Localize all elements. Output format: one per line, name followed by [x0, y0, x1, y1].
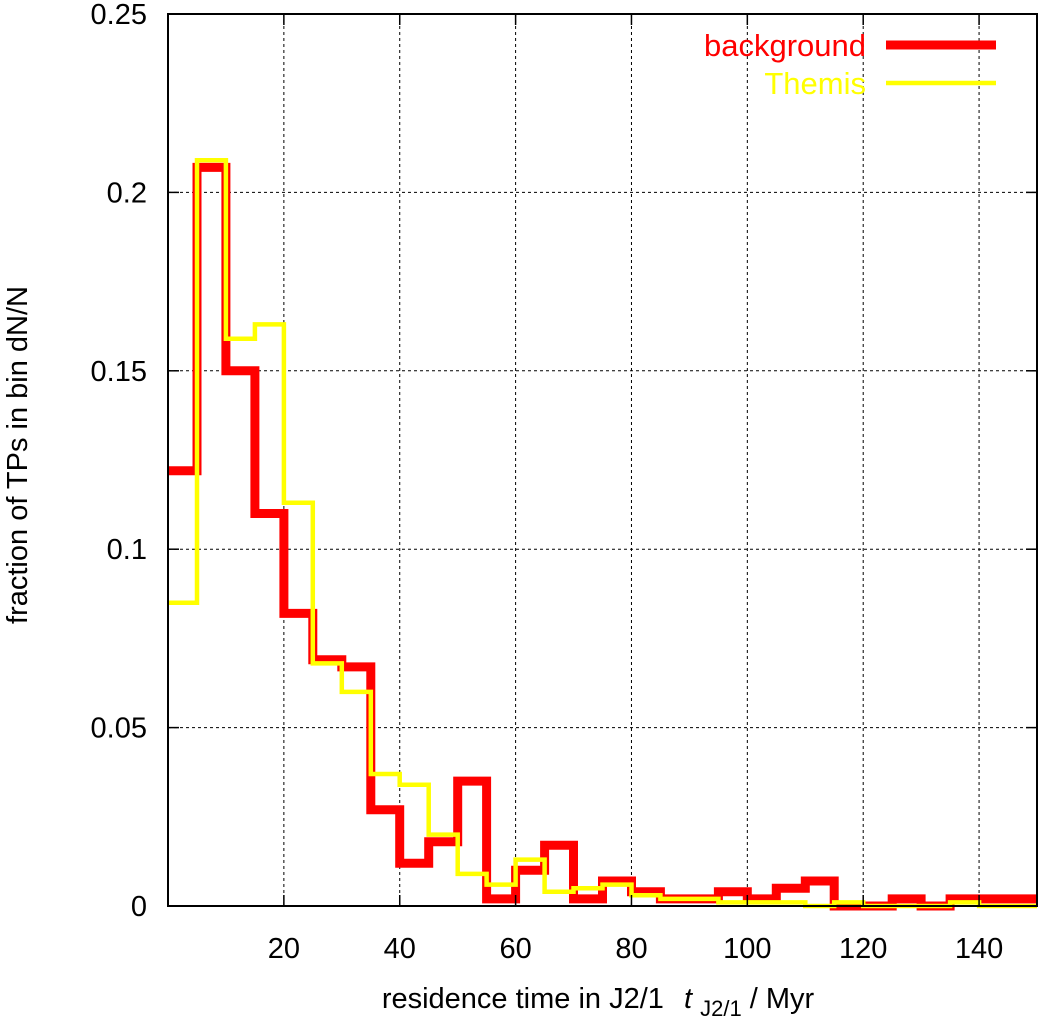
x-axis-label-symbol: t	[684, 983, 694, 1015]
series-line-background	[168, 162, 1037, 911]
x-tick-label: 120	[839, 933, 887, 965]
tick-labels: 20 40 60 80 100 120 140 0 0.05 0.1 0.15 0.2 0.25	[91, 0, 1004, 965]
legend-label-themis: Themis	[764, 66, 866, 101]
x-axis-label-unit: / Myr	[750, 983, 815, 1015]
legend: background Themis	[704, 28, 996, 101]
plot-frame	[167, 13, 1038, 907]
x-axis-label: residence time in J2/1 t J2/1 / Myr	[382, 983, 815, 1020]
y-tick-label: 0.25	[91, 0, 147, 31]
x-tick-label: 80	[615, 933, 647, 965]
y-tick-label: 0	[131, 891, 147, 923]
axis-ticks	[168, 13, 1037, 907]
x-tick-label: 40	[384, 933, 416, 965]
y-tick-label: 0.15	[91, 356, 147, 388]
x-tick-label: 100	[723, 933, 771, 965]
y-axis-label: fraction of TPs in bin dN/N	[2, 286, 34, 624]
x-tick-label: 20	[268, 933, 300, 965]
y-tick-label: 0.2	[107, 177, 147, 209]
series-line-themis	[168, 158, 1037, 909]
x-tick-label: 60	[499, 933, 531, 965]
series-layer	[168, 158, 1037, 911]
grid-lines	[168, 14, 1037, 906]
x-axis-label-text: residence time in J2/1	[382, 983, 664, 1015]
x-axis-label-subscript: J2/1	[700, 996, 742, 1020]
y-tick-label: 0.1	[107, 534, 147, 566]
y-tick-label: 0.05	[91, 713, 147, 745]
x-tick-label: 140	[955, 933, 1003, 965]
legend-label-background: background	[704, 28, 866, 63]
